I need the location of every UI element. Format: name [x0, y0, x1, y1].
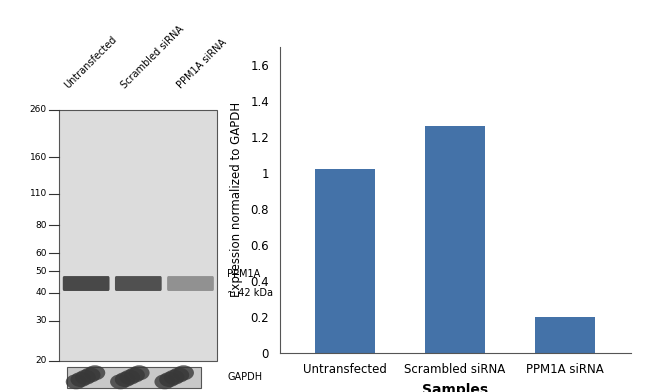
Text: 110: 110	[30, 189, 47, 198]
Ellipse shape	[70, 372, 91, 387]
Text: Scrambled siRNA: Scrambled siRNA	[119, 24, 185, 90]
X-axis label: Samples: Samples	[422, 383, 488, 392]
FancyBboxPatch shape	[63, 276, 109, 291]
Ellipse shape	[124, 368, 145, 383]
Ellipse shape	[66, 374, 86, 389]
Text: Untransfected: Untransfected	[62, 34, 118, 90]
Text: 40: 40	[36, 289, 47, 298]
Ellipse shape	[110, 374, 131, 389]
Ellipse shape	[159, 372, 180, 387]
Ellipse shape	[164, 370, 185, 385]
Text: 260: 260	[30, 105, 47, 114]
Text: 30: 30	[36, 316, 47, 325]
Bar	[534, 317, 595, 353]
Text: 160: 160	[30, 153, 47, 162]
Ellipse shape	[155, 374, 175, 389]
Ellipse shape	[80, 368, 101, 383]
Text: 20: 20	[36, 356, 47, 365]
Ellipse shape	[129, 365, 150, 380]
FancyBboxPatch shape	[167, 276, 214, 291]
FancyBboxPatch shape	[115, 276, 162, 291]
Ellipse shape	[120, 370, 140, 385]
Ellipse shape	[75, 370, 96, 385]
Text: ~ 42 kDa: ~ 42 kDa	[227, 289, 273, 298]
Ellipse shape	[115, 372, 135, 387]
Bar	[315, 169, 376, 353]
Text: 60: 60	[36, 249, 47, 258]
Y-axis label: Expression normalized to GAPDH: Expression normalized to GAPDH	[230, 102, 243, 298]
Text: 50: 50	[36, 267, 47, 276]
Text: PPM1A siRNA: PPM1A siRNA	[176, 37, 229, 90]
Bar	[67, 367, 201, 388]
Text: PPM1A: PPM1A	[227, 269, 261, 279]
Text: GAPDH: GAPDH	[227, 372, 263, 382]
Ellipse shape	[168, 368, 189, 383]
Ellipse shape	[174, 365, 194, 380]
Bar	[59, 110, 217, 361]
Bar	[425, 126, 485, 353]
Ellipse shape	[84, 365, 105, 380]
Text: 80: 80	[36, 221, 47, 230]
